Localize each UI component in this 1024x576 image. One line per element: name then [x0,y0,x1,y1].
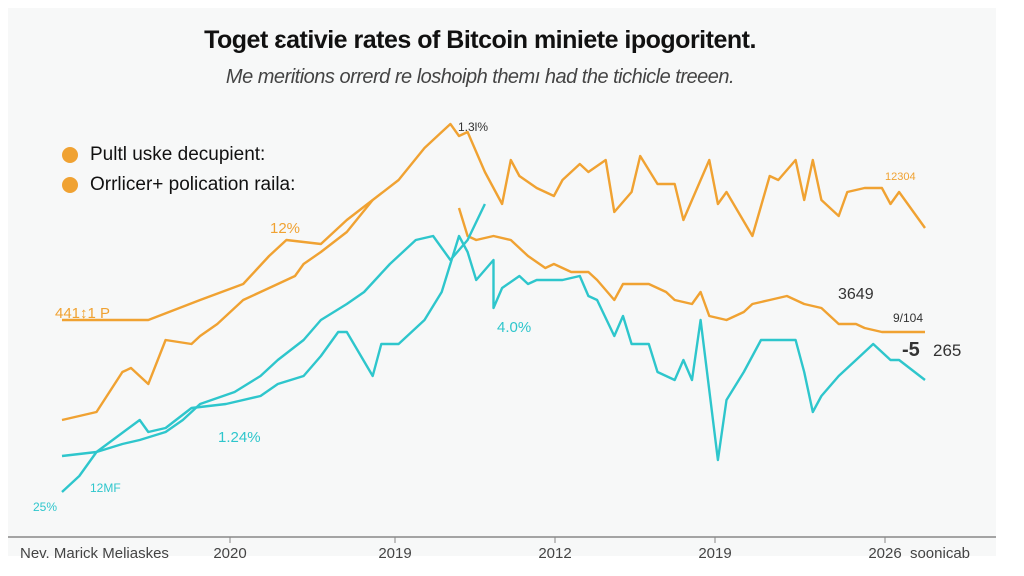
x-tick-label: soonicab [910,545,970,562]
data-label: 3649 [838,286,874,303]
x-tick-label: 2019 [698,545,731,562]
series-line-4 [61,203,486,493]
x-tick-label: 2020 [213,545,246,562]
data-label: 12304 [885,171,916,183]
data-label: 25% [33,500,57,514]
data-label: 12MF [90,481,121,495]
data-label: 1.3l% [458,120,488,134]
data-label: -5 [902,339,920,361]
data-label: 1.24% [218,429,261,446]
legend-item: Orrlicer+ polication raila: [62,170,295,200]
legend-dot-icon [62,177,78,193]
chart-title: Toget ɛativie rates of Bitcoin miniete i… [204,26,756,54]
series-line-3 [61,234,926,462]
data-label: 12% [270,220,300,237]
series-line-2 [61,199,925,422]
legend-dot-icon [62,147,78,163]
data-label: 4.0% [497,319,531,336]
x-tick-label: 2019 [378,545,411,562]
x-tick-label: Nev. Marick Meliaskes [20,545,169,562]
data-label: 9/104 [893,311,923,325]
chart-subtitle: Me meritions orrerd re loshoiph themı ha… [225,66,735,88]
chart-card [8,8,996,556]
data-label: 441↕1 P [55,305,110,322]
legend-label: Orrlicer+ polication raila: [90,174,296,195]
legend-item: Pultl uske decupient: [62,140,295,170]
x-tick-label: 2012 [538,545,571,562]
data-label: 265 [933,341,961,360]
x-tick-label: 2026 [868,545,901,562]
legend-label: Pultl uske decupient: [90,144,266,165]
legend: Pultl uske decupient: Orrlicer+ policati… [62,140,295,200]
